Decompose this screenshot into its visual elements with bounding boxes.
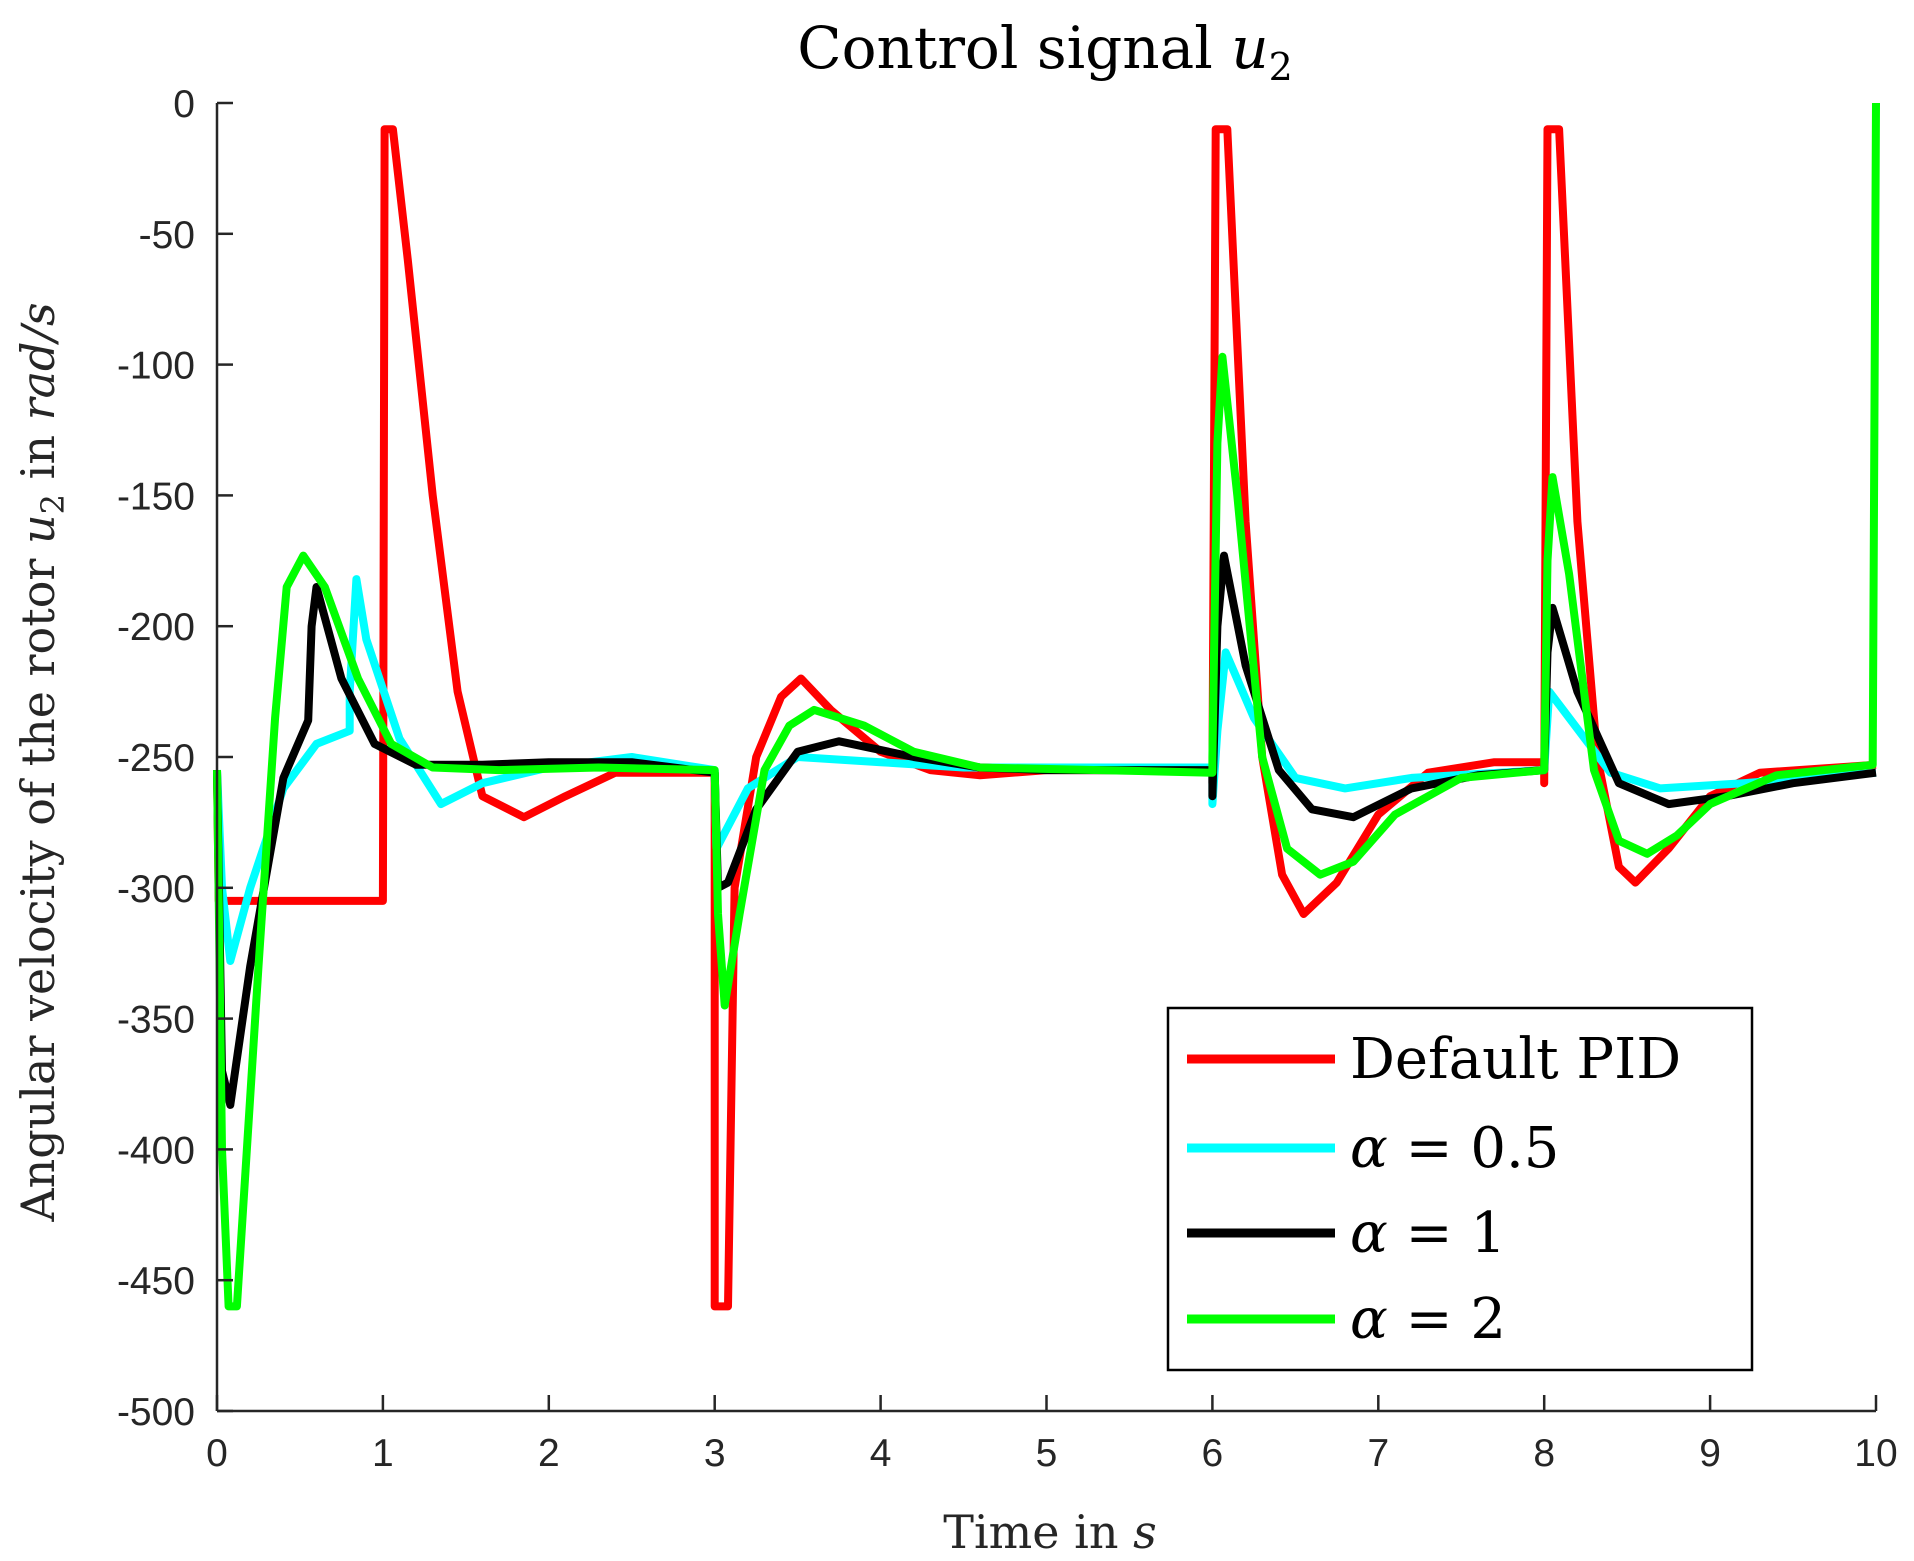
y-axis-label: Angular velocity of the rotor u2 in rad/… xyxy=(11,302,72,1222)
x-tick-label-1: 1 xyxy=(372,1432,394,1475)
y-tick-label-8: -400 xyxy=(117,1129,195,1172)
legend-label-alpha-2: α = 2 xyxy=(1350,1287,1506,1352)
x-tick-label-2: 2 xyxy=(538,1432,560,1475)
y-tick-label-7: -350 xyxy=(117,999,195,1042)
x-tick-label-9: 9 xyxy=(1699,1432,1721,1475)
y-tick-label-4: -200 xyxy=(117,606,195,649)
y-tick-label-6: -300 xyxy=(117,868,195,911)
title-subscript: 2 xyxy=(1269,45,1293,89)
x-tick-label-6: 6 xyxy=(1202,1432,1224,1475)
y-label-subscript: 2 xyxy=(34,494,72,514)
title-symbol: u xyxy=(1231,14,1268,82)
x-label-text: Time in xyxy=(943,1505,1118,1559)
y-tick-label-9: -450 xyxy=(117,1260,195,1303)
x-tick-label-8: 8 xyxy=(1533,1432,1555,1475)
x-tick-label-3: 3 xyxy=(704,1432,726,1475)
legend-label-alpha-1: α = 1 xyxy=(1350,1201,1506,1266)
y-tick-label-1: -50 xyxy=(139,214,195,257)
y-label-text: Angular velocity of the rotor xyxy=(11,559,65,1223)
axes xyxy=(215,101,1878,1413)
tick-labels: 0 1 2 3 4 5 6 7 8 9 10 0 -50 -100 -150 -200 -250 -300 -350… xyxy=(117,83,1898,1475)
y-tick-label-0: 0 xyxy=(173,83,195,126)
series-layer xyxy=(213,102,1880,1311)
x-axis-label: Time in s xyxy=(943,1505,1156,1559)
x-label-unit: s xyxy=(1133,1505,1157,1559)
y-label-mid: in xyxy=(11,435,65,479)
legend: Default PID α = 0.5 α = 1 α = 2 xyxy=(1166,1006,1754,1372)
y-tick-label-10: -500 xyxy=(117,1391,195,1434)
legend-label-default-pid: Default PID xyxy=(1350,1027,1681,1092)
chart-title: Control signal u2 xyxy=(797,14,1293,89)
y-tick-label-3: -150 xyxy=(117,475,195,518)
y-label-symbol: u xyxy=(11,514,65,544)
y-tick-label-2: -100 xyxy=(117,345,195,388)
y-tick-label-5: -250 xyxy=(117,737,195,780)
title-text: Control signal xyxy=(797,14,1213,82)
series-line-3 xyxy=(213,102,1880,1311)
x-tick-label-7: 7 xyxy=(1367,1432,1389,1475)
legend-label-alpha-0-5: α = 0.5 xyxy=(1350,1116,1559,1181)
x-tick-label-0: 0 xyxy=(206,1432,228,1475)
legend-box xyxy=(1166,1006,1754,1372)
y-label-unit: rad/s xyxy=(11,302,65,420)
x-tick-label-4: 4 xyxy=(870,1432,892,1475)
x-tick-label-5: 5 xyxy=(1036,1432,1058,1475)
x-tick-label-10: 10 xyxy=(1854,1432,1897,1475)
